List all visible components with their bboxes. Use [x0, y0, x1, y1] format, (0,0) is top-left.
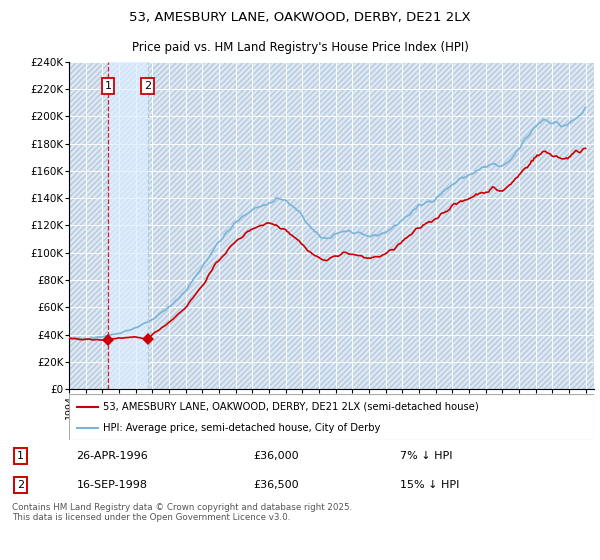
Text: 26-APR-1996: 26-APR-1996 [77, 451, 148, 461]
Bar [108, 62, 148, 389]
Text: 2: 2 [144, 81, 151, 91]
Text: Contains HM Land Registry data © Crown copyright and database right 2025.
This d: Contains HM Land Registry data © Crown c… [12, 502, 352, 522]
Text: 53, AMESBURY LANE, OAKWOOD, DERBY, DE21 2LX (semi-detached house): 53, AMESBURY LANE, OAKWOOD, DERBY, DE21 … [103, 402, 479, 412]
Text: 1: 1 [104, 81, 112, 91]
Text: Price paid vs. HM Land Registry's House Price Index (HPI): Price paid vs. HM Land Registry's House … [131, 41, 469, 54]
Text: £36,500: £36,500 [253, 479, 299, 489]
Text: 16-SEP-1998: 16-SEP-1998 [77, 479, 148, 489]
Text: HPI: Average price, semi-detached house, City of Derby: HPI: Average price, semi-detached house,… [103, 423, 380, 433]
Text: 15% ↓ HPI: 15% ↓ HPI [400, 479, 460, 489]
Text: £36,000: £36,000 [253, 451, 299, 461]
Text: 2: 2 [17, 479, 24, 489]
Text: 7% ↓ HPI: 7% ↓ HPI [400, 451, 452, 461]
Bar [69, 62, 594, 389]
Text: 1: 1 [17, 451, 24, 461]
Text: 53, AMESBURY LANE, OAKWOOD, DERBY, DE21 2LX: 53, AMESBURY LANE, OAKWOOD, DERBY, DE21 … [129, 11, 471, 24]
